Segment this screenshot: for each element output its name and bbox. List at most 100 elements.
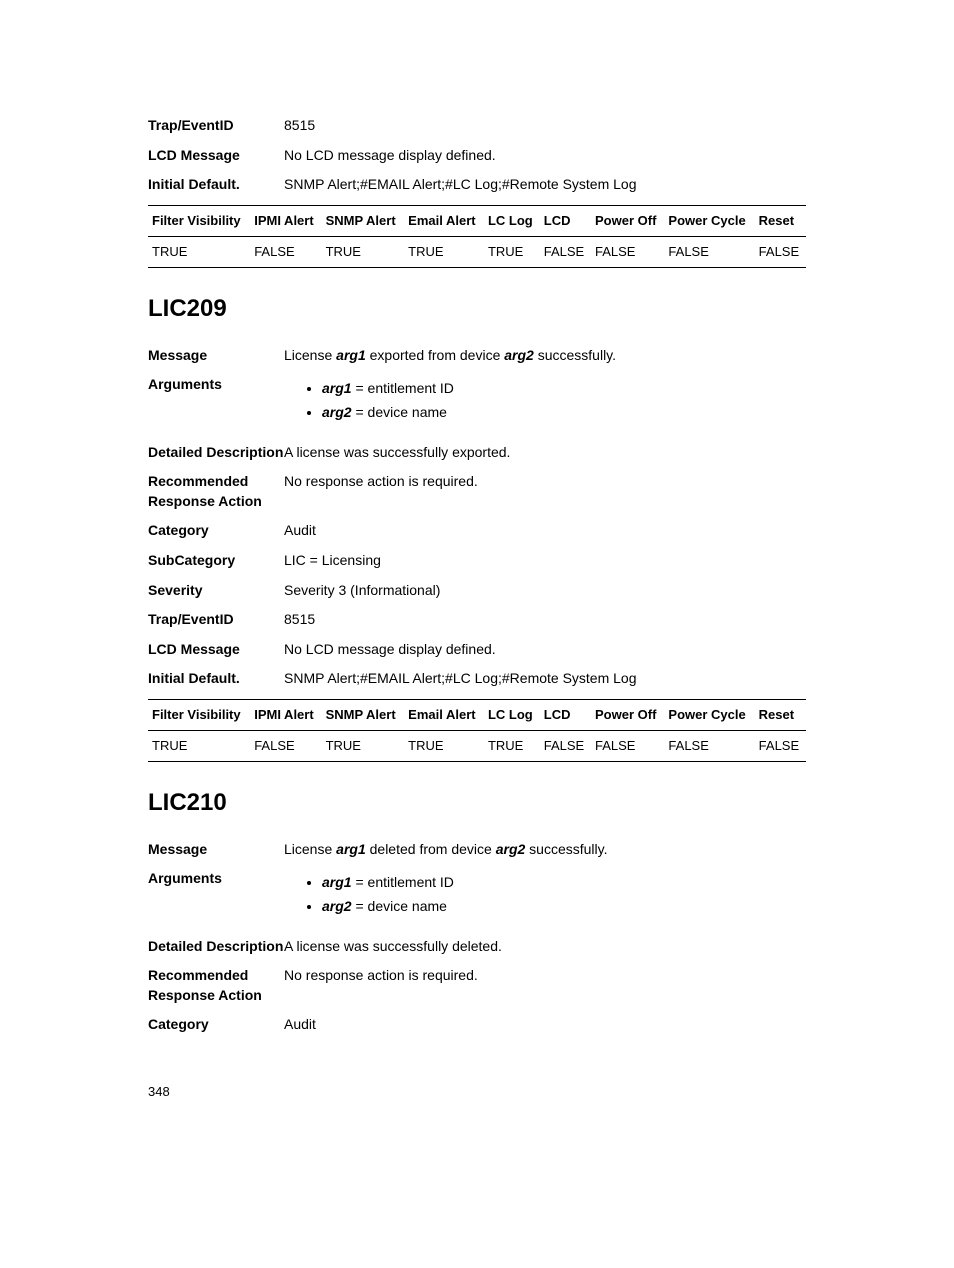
alert-table-0: Filter Visibility IPMI Alert SNMP Alert …: [148, 205, 806, 268]
message-pre: License: [284, 347, 336, 363]
alert-table-1: Filter Visibility IPMI Alert SNMP Alert …: [148, 699, 806, 762]
trap-row: Trap/EventID 8515: [148, 610, 806, 630]
recommended-value: No response action is required.: [284, 966, 806, 986]
arg2-eq: =: [352, 404, 368, 420]
initial-default-value: SNMP Alert;#EMAIL Alert;#LC Log;#Remote …: [284, 175, 806, 195]
arg2-item: arg2 = device name: [322, 403, 806, 423]
arg2-key: arg2: [322, 404, 352, 420]
arg1-eq: =: [352, 874, 368, 890]
col-lc-log: LC Log: [484, 205, 540, 236]
cell: TRUE: [322, 236, 405, 267]
arg1-key: arg1: [322, 874, 352, 890]
cell: FALSE: [664, 236, 754, 267]
message-post: successfully.: [534, 347, 616, 363]
arg1-item: arg1 = entitlement ID: [322, 873, 806, 893]
cell: FALSE: [250, 236, 321, 267]
arg2-item: arg2 = device name: [322, 897, 806, 917]
cell: TRUE: [148, 236, 250, 267]
message-pre: License: [284, 841, 336, 857]
message-arg2: arg2: [504, 347, 534, 363]
col-snmp-alert: SNMP Alert: [322, 205, 405, 236]
message-value: License arg1 exported from device arg2 s…: [284, 346, 806, 366]
lcd-value: No LCD message display defined.: [284, 640, 806, 660]
cell: FALSE: [664, 731, 754, 762]
col-power-off: Power Off: [591, 699, 664, 730]
message-post: successfully.: [525, 841, 607, 857]
lcd-row: LCD Message No LCD message display defin…: [148, 640, 806, 660]
col-lc-log: LC Log: [484, 699, 540, 730]
arg2-val: device name: [368, 898, 447, 914]
detailed-value: A license was successfully exported.: [284, 443, 806, 463]
page-number: 348: [148, 1083, 806, 1101]
message-arg1: arg1: [336, 347, 366, 363]
col-power-cycle: Power Cycle: [664, 205, 754, 236]
detailed-label: Detailed Description: [148, 937, 284, 957]
lcd-label: LCD Message: [148, 640, 284, 660]
cell: FALSE: [591, 731, 664, 762]
message-label: Message: [148, 346, 284, 366]
initial-label: Initial Default.: [148, 669, 284, 689]
args-list: arg1 = entitlement ID arg2 = device name: [284, 379, 806, 422]
arguments-row: Arguments arg1 = entitlement ID arg2 = d…: [148, 869, 806, 926]
table-header-row: Filter Visibility IPMI Alert SNMP Alert …: [148, 699, 806, 730]
trap-event-id-row: Trap/EventID 8515: [148, 116, 806, 136]
recommended-value: No response action is required.: [284, 472, 806, 492]
cell: FALSE: [755, 236, 806, 267]
col-ipmi-alert: IPMI Alert: [250, 205, 321, 236]
category-row: Category Audit: [148, 521, 806, 541]
message-value: License arg1 deleted from device arg2 su…: [284, 840, 806, 860]
initial-value: SNMP Alert;#EMAIL Alert;#LC Log;#Remote …: [284, 669, 806, 689]
col-email-alert: Email Alert: [404, 699, 484, 730]
initial-row: Initial Default. SNMP Alert;#EMAIL Alert…: [148, 669, 806, 689]
message-mid: deleted from device: [366, 841, 496, 857]
cell: FALSE: [250, 731, 321, 762]
severity-row: Severity Severity 3 (Informational): [148, 581, 806, 601]
detailed-row: Detailed Description A license was succe…: [148, 937, 806, 957]
col-power-off: Power Off: [591, 205, 664, 236]
subcategory-row: SubCategory LIC = Licensing: [148, 551, 806, 571]
col-filter-visibility: Filter Visibility: [148, 205, 250, 236]
message-label: Message: [148, 840, 284, 860]
trap-event-id-label: Trap/EventID: [148, 116, 284, 136]
table-header-row: Filter Visibility IPMI Alert SNMP Alert …: [148, 205, 806, 236]
trap-event-id-value: 8515: [284, 116, 806, 136]
col-snmp-alert: SNMP Alert: [322, 699, 405, 730]
detailed-value: A license was successfully deleted.: [284, 937, 806, 957]
arg1-key: arg1: [322, 380, 352, 396]
recommended-label: Recommended Response Action: [148, 472, 284, 511]
category-row: Category Audit: [148, 1015, 806, 1035]
severity-label: Severity: [148, 581, 284, 601]
category-label: Category: [148, 1015, 284, 1035]
col-power-cycle: Power Cycle: [664, 699, 754, 730]
col-filter-visibility: Filter Visibility: [148, 699, 250, 730]
cell: TRUE: [322, 731, 405, 762]
cell: TRUE: [404, 236, 484, 267]
cell: TRUE: [404, 731, 484, 762]
cell: TRUE: [484, 236, 540, 267]
category-label: Category: [148, 521, 284, 541]
subcategory-label: SubCategory: [148, 551, 284, 571]
args-list: arg1 = entitlement ID arg2 = device name: [284, 873, 806, 916]
detailed-label: Detailed Description: [148, 443, 284, 463]
cell: FALSE: [540, 731, 591, 762]
arg1-item: arg1 = entitlement ID: [322, 379, 806, 399]
message-row: Message License arg1 deleted from device…: [148, 840, 806, 860]
recommended-row: Recommended Response Action No response …: [148, 966, 806, 1005]
trap-value: 8515: [284, 610, 806, 630]
arg2-eq: =: [352, 898, 368, 914]
table-row: TRUE FALSE TRUE TRUE TRUE FALSE FALSE FA…: [148, 731, 806, 762]
arg2-val: device name: [368, 404, 447, 420]
cell: TRUE: [148, 731, 250, 762]
table-row: TRUE FALSE TRUE TRUE TRUE FALSE FALSE FA…: [148, 236, 806, 267]
message-arg1: arg1: [336, 841, 366, 857]
trap-label: Trap/EventID: [148, 610, 284, 630]
col-ipmi-alert: IPMI Alert: [250, 699, 321, 730]
message-mid: exported from device: [366, 347, 505, 363]
lcd-message-label: LCD Message: [148, 146, 284, 166]
arguments-value: arg1 = entitlement ID arg2 = device name: [284, 375, 806, 432]
col-lcd: LCD: [540, 699, 591, 730]
col-lcd: LCD: [540, 205, 591, 236]
cell: FALSE: [540, 236, 591, 267]
recommended-label: Recommended Response Action: [148, 966, 284, 1005]
detailed-row: Detailed Description A license was succe…: [148, 443, 806, 463]
